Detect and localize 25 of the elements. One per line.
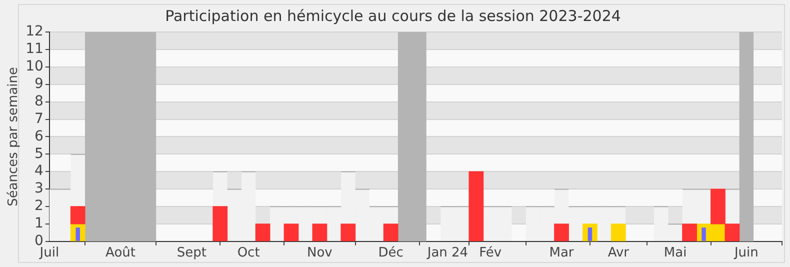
x-tick-label: Fév: [479, 246, 502, 261]
x-tick-label: Jan 24: [426, 246, 468, 261]
y-tick-label: 8: [34, 93, 44, 110]
y-tick-label: 5: [34, 146, 44, 162]
y-axis-title: Séances par semaine: [6, 66, 22, 206]
x-tick-label: Nov: [307, 246, 333, 261]
y-tick-label: 7: [34, 110, 44, 127]
y-tick-label: 3: [34, 180, 44, 197]
x-tick-label: Mar: [549, 246, 574, 261]
x-tick-label: Avr: [608, 246, 630, 261]
y-tick-label: 11: [26, 41, 44, 58]
x-tick-label: Mai: [664, 246, 687, 261]
chart-title: Participation en hémicycle au cours de la session 2023-2024: [165, 6, 621, 25]
y-tick-label: 6: [34, 128, 44, 144]
y-tick-label: 2: [34, 198, 44, 214]
y-tick-label: 9: [34, 76, 44, 92]
x-tick-label: Oct: [237, 246, 260, 261]
x-tick-label: Sept: [176, 246, 206, 261]
y-tick-label: 10: [26, 58, 44, 75]
x-tick-label: Juin: [733, 246, 758, 261]
y-tick-label: 12: [26, 24, 44, 40]
x-tick-label: Août: [106, 246, 136, 261]
y-tick-label: 4: [34, 163, 44, 180]
y-tick-label: 1: [34, 216, 44, 232]
x-tick-label: Déc: [378, 246, 404, 261]
